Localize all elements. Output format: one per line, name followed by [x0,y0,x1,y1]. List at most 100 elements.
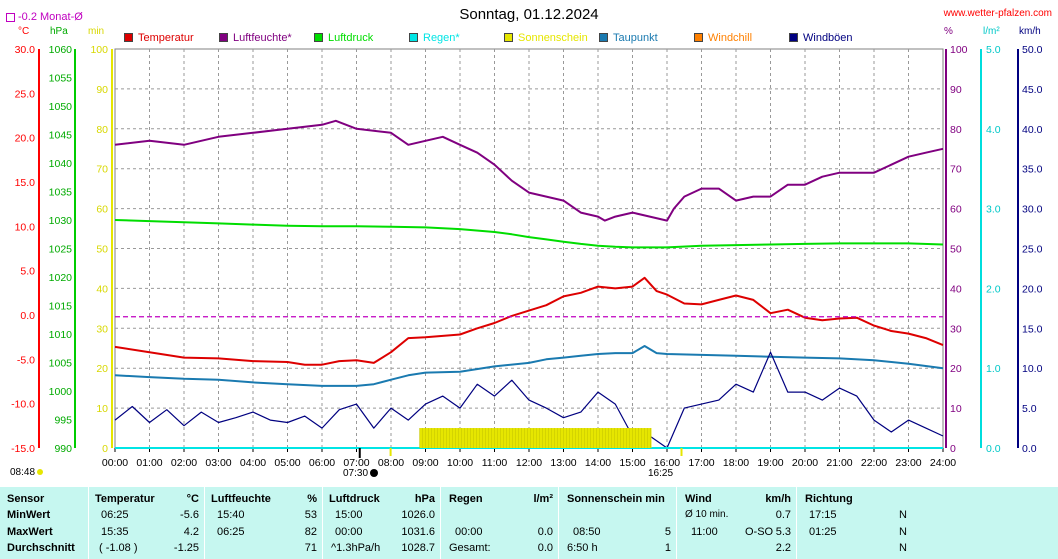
temp-min-value: -5.6 [180,509,199,521]
x-tick-label: 11:00 [482,457,508,469]
x-tick-label: 06:00 [309,457,335,469]
col-pressure: Luftdruck hPa 15:00 1026.0 00:00 1031.6 … [322,487,440,559]
moon-time: 07:30 [343,469,379,479]
header-dir: Richtung [805,493,853,505]
series-line-windböen [114,351,944,449]
col-wind: Wind km/h Ø 10 min. 0.7 11:00 O-SO 5.3 2… [676,487,796,559]
pressure-tick-label: 1045 [49,130,73,142]
series-line-temperatur [114,276,944,366]
rain-max-value: 0.0 [537,526,553,538]
press-max-value: 1031.6 [401,526,435,538]
x-tick-label: 01:00 [136,457,162,469]
legend-swatch [599,33,608,42]
hum-max-time: 06:25 [217,526,245,538]
header-wind: Wind [685,493,712,505]
header-sun: Sonnenschein min [567,493,665,505]
press-min-time: 15:00 [335,509,363,521]
weather-chart: 00:00 01:00 02:00 03:00 04:00 05:00 06:00 07:00… [11,44,1043,469]
x-tick-label: 08:00 [378,457,404,469]
month-average-text: -0.2 Monat-Ø [18,11,83,23]
x-tick-label: 19:00 [757,457,783,469]
minutes-tick-label: 40 [96,283,108,295]
legend-swatch [219,33,228,42]
month-average-label: -0.2 Monat-Ø [6,12,83,23]
col-temperature: Temperatur °C 06:25 -5.6 15:35 4.2 ( -1.… [88,487,204,559]
minutes-tick-label: 10 [96,403,108,415]
humidity-tick-label: 100 [950,44,968,56]
hum-max-value: 82 [304,526,317,538]
sun-max-value: 5 [664,526,671,538]
x-tick-label: 04:00 [240,457,266,469]
wind-tick-label: 50.0 [1022,44,1043,56]
temp-max-value: 4.2 [183,526,199,538]
minutes-tick-label: 100 [90,44,108,56]
header-rain: Regen [449,493,483,505]
rain-total-value: 0.0 [537,542,553,554]
temp-tick-label: 0.0 [20,310,35,322]
header-hum-unit: % [307,493,317,505]
pressure-tick-label: 1005 [49,358,73,370]
x-tick-label: 00:00 [102,457,128,469]
pressure-tick-label: 1060 [49,44,73,56]
wind-avg-value: 2.2 [775,542,791,554]
temp-tick-label: 25.0 [15,88,36,100]
wind-tick-label: 20.0 [1022,283,1043,295]
wind-tick-label: 10.0 [1022,363,1043,375]
source-link[interactable]: www.wetter-pfalzen.com [943,8,1052,19]
header-sensor: Sensor [7,493,45,505]
pressure-tick-label: 1020 [49,272,73,284]
legend-label: Regen* [423,32,460,44]
x-tick-label: 24:00 [930,457,956,469]
temp-avg-time: ( -1.08 ) [99,542,138,554]
minutes-tick-label: 30 [96,323,108,335]
wind-tick-label: 25.0 [1022,244,1043,256]
legend-swatch [694,33,703,42]
col-sunshine: Sonnenschein min 08:50 5 6:50 h 1 [558,487,676,559]
hum-min-time: 15:40 [217,509,245,521]
minutes-tick-label: 80 [96,124,108,136]
series-line-luftfeuchte [114,119,944,222]
header-temp: Temperatur [95,493,155,505]
col-direction: Richtung 17:15 N 01:25 N N [796,487,1058,559]
x-tick-label: 20:00 [792,457,818,469]
x-tick-label: 07:00 [343,457,369,469]
rain-tick-label: 3.0 [986,204,1001,216]
unit-celsius: °C [18,26,30,37]
wind-avg10-value: 0.7 [775,509,791,521]
legend-label: Windböen [803,32,853,44]
unit-kmh: km/h [1019,26,1041,37]
dir-min-time: 17:15 [809,509,837,521]
x-tick-label: 15:00 [619,457,645,469]
humidity-tick-label: 30 [950,323,962,335]
press-avg-value: 1028.7 [401,542,435,554]
series-line-luftdruck [114,219,944,249]
pressure-tick-label: 1025 [49,244,73,256]
header-press-unit: hPa [414,493,435,505]
x-tick-label: 05:00 [274,457,300,469]
row-label-min: MinWert [7,509,51,521]
rain-tick-label: 1.0 [986,363,1001,375]
humidity-tick-label: 60 [950,204,962,216]
legend-swatch [124,33,133,42]
x-tick-label: 22:00 [861,457,887,469]
minutes-tick-label: 0 [102,443,108,455]
x-tick-label: 02:00 [171,457,197,469]
sunset-time: 16:25 [648,468,674,479]
col-rain: Regen l/m² 00:00 0.0 Gesamt: 0.0 [440,487,558,559]
temp-tick-label: -5.0 [17,354,35,366]
pressure-tick-label: 1000 [49,386,73,398]
minutes-tick-label: 90 [96,84,108,96]
legend-label: Taupunkt [613,32,658,44]
header-press: Luftdruck [329,493,380,505]
x-tick-label: 12:00 [516,457,542,469]
dir-avg-value: N [899,542,907,554]
x-tick-label: 10:00 [447,457,473,469]
humidity-tick-label: 50 [950,244,962,256]
row-label-avg: Durchschnitt [7,542,75,554]
wind-avg10-label: Ø 10 min. [685,509,729,520]
wind-max-time: 11:00 [691,526,718,538]
x-tick-label: 23:00 [895,457,921,469]
temp-tick-label: 20.0 [15,133,36,145]
legend-label: Temperatur [138,32,194,44]
temp-tick-label: 10.0 [15,221,36,233]
